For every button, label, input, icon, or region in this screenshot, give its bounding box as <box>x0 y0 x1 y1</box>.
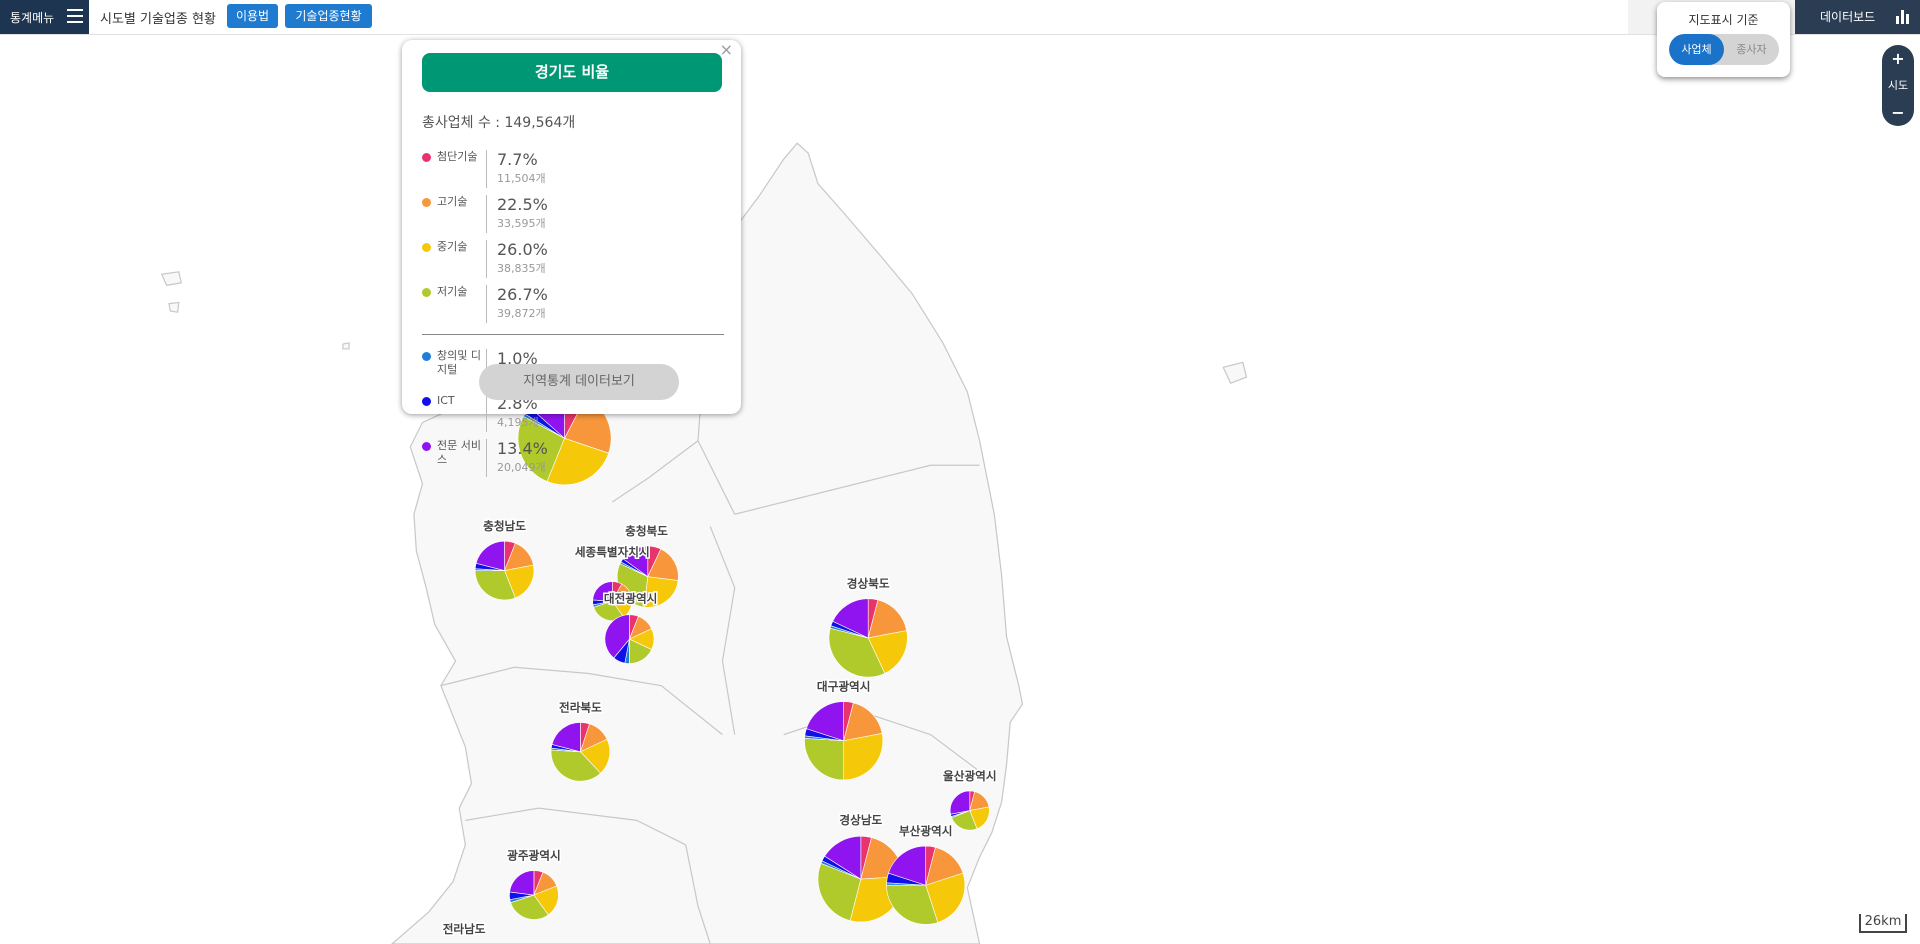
count: 4,195개 <box>497 414 539 430</box>
help-button[interactable]: 이용법 <box>227 4 278 28</box>
category-label: 고기술 <box>437 195 485 240</box>
hamburger-icon <box>67 9 83 27</box>
island <box>1223 362 1246 383</box>
legend-dot <box>422 198 431 207</box>
region-pie <box>475 541 534 600</box>
display-toggle: 지도표시 기준 사업체종사자 <box>1657 2 1790 77</box>
category-name: 전문 서비스 <box>422 439 486 484</box>
menu-label: 통계메뉴 <box>10 9 54 26</box>
zoom-in[interactable]: + <box>1882 45 1914 72</box>
page-title: 시도별 기술업종 현황 <box>100 8 216 27</box>
popup-total: 총사업체 수 : 149,564개 <box>422 112 575 132</box>
region-label: 울산광역시 <box>943 769 996 783</box>
category-name: 저기술 <box>422 285 486 330</box>
category-cell: 전문 서비스13.4%20,049개 <box>422 439 578 484</box>
region-pie <box>887 846 965 924</box>
island <box>162 272 182 285</box>
toggle-options: 사업체종사자 <box>1669 34 1779 65</box>
region-popup: × 경기도 비율 총사업체 수 : 149,564개 첨단기술7.7%11,50… <box>402 40 741 414</box>
legend-dot <box>422 442 431 451</box>
category-label: ICT <box>437 394 485 439</box>
legend-dot <box>422 153 431 162</box>
region-pie <box>805 702 883 780</box>
category-values: 26.7%39,872개 <box>486 285 548 323</box>
dashboard-icon <box>1896 10 1910 24</box>
island <box>343 343 349 349</box>
percent: 26.7% <box>497 285 548 305</box>
region-label: 경상북도 <box>847 577 890 591</box>
top-bar: 통계메뉴 시도별 기술업종 현황 이용법 기술업종현황 데이터보드 <box>0 0 1920 35</box>
island <box>169 302 179 312</box>
close-button[interactable]: × <box>720 40 733 59</box>
region-pie <box>829 599 907 677</box>
category-cell: 첨단기술7.7%11,504개 <box>422 150 578 195</box>
count: 39,872개 <box>497 305 548 321</box>
count: 11,504개 <box>497 170 546 186</box>
toggle-title: 지도표시 기준 <box>1657 11 1790 28</box>
category-label: 중기술 <box>437 240 485 285</box>
region-pie <box>950 791 989 830</box>
region-label: 부산광역시 <box>899 824 952 838</box>
region-label: 전라북도 <box>559 700 602 714</box>
category-cell: 고기술22.5%33,595개 <box>422 195 578 240</box>
category-cell: 중기술26.0%38,835개 <box>422 240 578 285</box>
zoom-out[interactable]: − <box>1882 99 1914 126</box>
dashboard-button[interactable]: 데이터보드 <box>1795 0 1920 34</box>
dashboard-label: 데이터보드 <box>1820 10 1875 24</box>
toggle-option[interactable]: 사업체 <box>1669 34 1724 65</box>
category-values: 22.5%33,595개 <box>486 195 548 233</box>
category-label: 전문 서비스 <box>437 439 485 484</box>
region-label: 충청남도 <box>483 519 526 533</box>
legend-dot <box>422 288 431 297</box>
divider <box>422 334 724 335</box>
category-values: 13.4%20,049개 <box>486 439 548 477</box>
scale-bar: 26km <box>1859 914 1907 933</box>
legend-dot <box>422 352 431 361</box>
category-values: 26.0%38,835개 <box>486 240 548 278</box>
region-label: 광주광역시 <box>507 849 560 863</box>
region-label: 세종특별자치시 <box>575 545 650 559</box>
region-pie <box>605 615 654 664</box>
region-pie <box>509 871 558 920</box>
category-name: ICT <box>422 394 486 439</box>
category-label: 첨단기술 <box>437 150 485 195</box>
percent: 13.4% <box>497 439 548 459</box>
toggle-option[interactable]: 종사자 <box>1724 34 1779 65</box>
category-values: 7.7%11,504개 <box>486 150 546 188</box>
region-pie <box>551 722 610 781</box>
category-label: 저기술 <box>437 285 485 330</box>
region-label: 전라남도 <box>443 922 486 936</box>
count: 33,595개 <box>497 215 548 231</box>
region-label: 대구광역시 <box>817 680 870 694</box>
popup-grid: 첨단기술7.7%11,504개고기술22.5%33,595개중기술26.0%38… <box>422 150 724 484</box>
category-cell: ICT2.8%4,195개 <box>422 394 578 439</box>
region-label: 대전광역시 <box>604 591 657 605</box>
popup-title: 경기도 비율 <box>422 53 722 92</box>
count: 38,835개 <box>497 260 548 276</box>
category-label: 창의및 디지털 <box>437 349 485 394</box>
percent: 26.0% <box>497 240 548 260</box>
category-cell: 저기술26.7%39,872개 <box>422 285 578 330</box>
category-name: 중기술 <box>422 240 486 285</box>
regional-data-button[interactable]: 지역통계 데이터보기 <box>479 364 679 400</box>
legend-dot <box>422 397 431 406</box>
category-name: 첨단기술 <box>422 150 486 195</box>
count: 20,049개 <box>497 459 548 475</box>
legend-dot <box>422 243 431 252</box>
category-name: 창의및 디지털 <box>422 349 486 394</box>
percent: 22.5% <box>497 195 548 215</box>
menu-button[interactable]: 통계메뉴 <box>0 0 89 34</box>
region-label: 경상남도 <box>839 813 882 827</box>
zoom-control: + 시도 − <box>1882 45 1914 126</box>
status-button[interactable]: 기술업종현황 <box>285 4 372 28</box>
region-label: 충청북도 <box>625 524 668 538</box>
category-name: 고기술 <box>422 195 486 240</box>
zoom-level: 시도 <box>1882 72 1914 99</box>
percent: 7.7% <box>497 150 546 170</box>
